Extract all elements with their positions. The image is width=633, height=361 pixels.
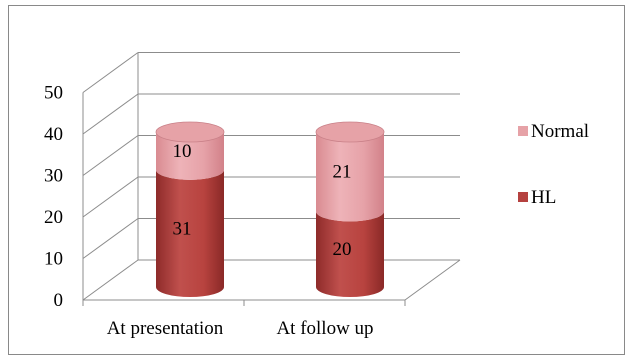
bar-segment-normal — [316, 132, 384, 222]
y-tick-label: 20 — [44, 207, 63, 228]
labels-layer: 0 10 20 30 40 50 31 10 At presentation 20 21 At fol… — [44, 83, 374, 340]
gridline-side — [82, 93, 139, 135]
bar-top-cap — [315, 121, 385, 143]
y-tick-label: 40 — [44, 124, 63, 145]
gridline-side — [82, 259, 139, 301]
y-tick-label: 0 — [54, 290, 64, 311]
gridline-side — [82, 52, 139, 93]
y-tick-label: 10 — [44, 249, 63, 270]
bar-top-cap — [155, 121, 225, 143]
floor-right-edge — [404, 259, 461, 301]
legend-label-hl: HL — [531, 187, 556, 208]
data-label: 31 — [173, 218, 192, 239]
y-tick-label: 30 — [44, 166, 63, 187]
gridline-side — [82, 176, 139, 218]
y-tick-label: 50 — [44, 83, 63, 104]
data-label: 10 — [173, 141, 192, 162]
data-label: 21 — [333, 162, 352, 183]
legend-label-normal: Normal — [531, 121, 589, 142]
x-category-label: At follow up — [276, 318, 373, 339]
gridline-side — [82, 135, 139, 176]
bar-segment-hl — [316, 211, 384, 297]
grid-layer — [82, 52, 460, 301]
legend-swatch-hl — [518, 192, 528, 202]
x-category-label: At presentation — [107, 318, 224, 339]
bar-segment-normal — [156, 132, 224, 180]
data-label: 20 — [333, 239, 352, 260]
bar-segment-hl — [156, 169, 224, 297]
legend-swatch-normal — [518, 126, 528, 136]
bars-layer — [155, 121, 385, 297]
legend-layer: Normal HL — [518, 121, 589, 208]
gridline-side — [82, 218, 139, 259]
axis-layer — [82, 52, 461, 306]
